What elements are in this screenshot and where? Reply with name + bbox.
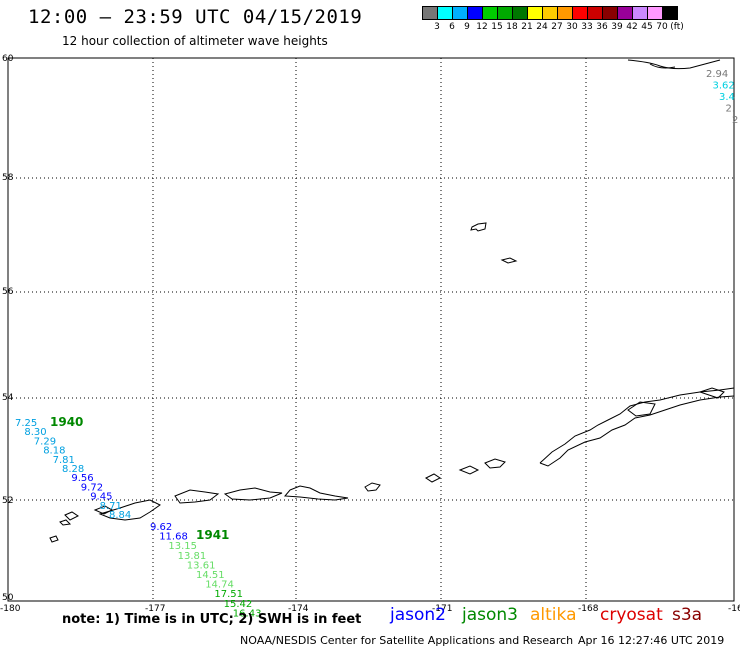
swh-value: 17.51: [214, 589, 243, 600]
scale-label: 9: [464, 22, 470, 32]
lat-label: 52: [2, 496, 13, 506]
scale-label: 3: [434, 22, 440, 32]
map-frame: [7, 57, 735, 602]
scale-label: 18: [506, 22, 518, 32]
swh-color-scale: [422, 6, 678, 20]
credit-text: NOAA/NESDIS Center for Satellite Applica…: [240, 634, 574, 647]
swh-track-1941: 9.6211.6813.1513.8113.6114.5114.7417.511…: [150, 522, 261, 619]
swh-value: 8.71: [100, 501, 122, 512]
swh-value: 16.43: [233, 608, 262, 619]
lon-label: -168: [578, 604, 599, 614]
swh-value: 8.28: [62, 464, 84, 475]
satellite-jason3: jason3: [462, 605, 518, 625]
pass-time-1940: 1940: [50, 415, 83, 429]
pass-time-1941: 1941: [196, 528, 229, 542]
scale-label: 45: [641, 22, 653, 32]
swh-value: 14.74: [205, 580, 234, 591]
swh-value: 2: [732, 115, 738, 126]
satellite-jason2: jason2: [390, 605, 446, 625]
swh-value: 7.81: [53, 455, 75, 466]
coast-island-stpaul: [470, 222, 487, 232]
swh-value: 8.30: [24, 427, 46, 438]
swh-value: 2.: [726, 104, 736, 115]
coast-rat-islands: [98, 499, 161, 521]
swh-value: 9.56: [71, 473, 93, 484]
scale-label: 39: [611, 22, 623, 32]
scale-label: 42: [626, 22, 638, 32]
scale-label: 12: [476, 22, 488, 32]
coast-island-stgeorge: [500, 257, 518, 264]
swh-value: 8.18: [43, 446, 65, 457]
scale-label: 36: [596, 22, 608, 32]
satellite-altika: altika: [530, 605, 577, 625]
coastlines: [49, 59, 735, 543]
scale-label: 33: [581, 22, 593, 32]
lat-label: 58: [2, 173, 14, 183]
scale-label: 70: [656, 22, 668, 32]
swh-track-top-right: 2.943.623.42.2: [706, 69, 738, 126]
lat-label: 56: [2, 287, 14, 297]
scale-label: 6: [449, 22, 455, 32]
coast-ak-peninsula-north: [539, 387, 735, 464]
scale-label: (ft): [670, 22, 684, 32]
scale-label: 30: [566, 22, 578, 32]
swh-value: 9.62: [150, 522, 172, 533]
footer-note: note: 1) Time is in UTC; 2) SWH is in fe…: [62, 612, 362, 627]
swh-value: 7.29: [34, 436, 56, 447]
swh-value: 3.4: [719, 92, 735, 103]
lon-label: -177: [145, 604, 165, 614]
lat-label: 50: [2, 593, 14, 603]
timestamp-text: Apr 16 12:27:46 UTC 2019: [578, 634, 725, 647]
lon-label: -180: [0, 604, 21, 614]
swh-value: 13.61: [187, 560, 216, 571]
lon-label: -174: [288, 604, 309, 614]
swh-value: 13.81: [178, 551, 207, 562]
lat-label: 60: [2, 54, 14, 64]
swh-value: 9.72: [81, 482, 103, 493]
scale-label: 27: [551, 22, 563, 32]
satellite-cryosat: cryosat: [600, 605, 663, 625]
coast-alaska-north: [627, 59, 721, 70]
swh-value: 7.25: [15, 418, 37, 429]
swh-value: 2.94: [706, 69, 728, 80]
scale-swatch: [662, 6, 678, 20]
swh-value: 13.15: [168, 541, 197, 552]
swh-value: 3.62: [713, 81, 735, 92]
axis-labels: 60 58 56 54 52 50-180 -177 -174 -171 -168 -16: [0, 54, 740, 614]
map-subtitle: 12 hour collection of altimeter wave hei…: [62, 34, 328, 48]
swh-value: 14.51: [196, 570, 225, 581]
swh-value: 11.68: [159, 532, 188, 543]
coast-andreanof: [283, 485, 349, 501]
lon-label: -171: [432, 604, 452, 614]
swh-value: 8.84: [109, 510, 131, 521]
swh-value: 9.45: [90, 492, 112, 503]
scale-label: 15: [491, 22, 503, 32]
scale-label: 21: [521, 22, 533, 32]
lat-label: 54: [2, 393, 14, 403]
lon-label: -16: [728, 604, 740, 614]
swh-track-1940: 7.258.307.298.187.818.289.569.729.458.71…: [15, 418, 131, 521]
swh-value: 15.42: [224, 599, 253, 610]
map-title: 12:00 – 23:59 UTC 04/15/2019: [28, 6, 363, 28]
scale-label: 24: [536, 22, 548, 32]
satellite-s3a: s3a: [672, 605, 703, 625]
